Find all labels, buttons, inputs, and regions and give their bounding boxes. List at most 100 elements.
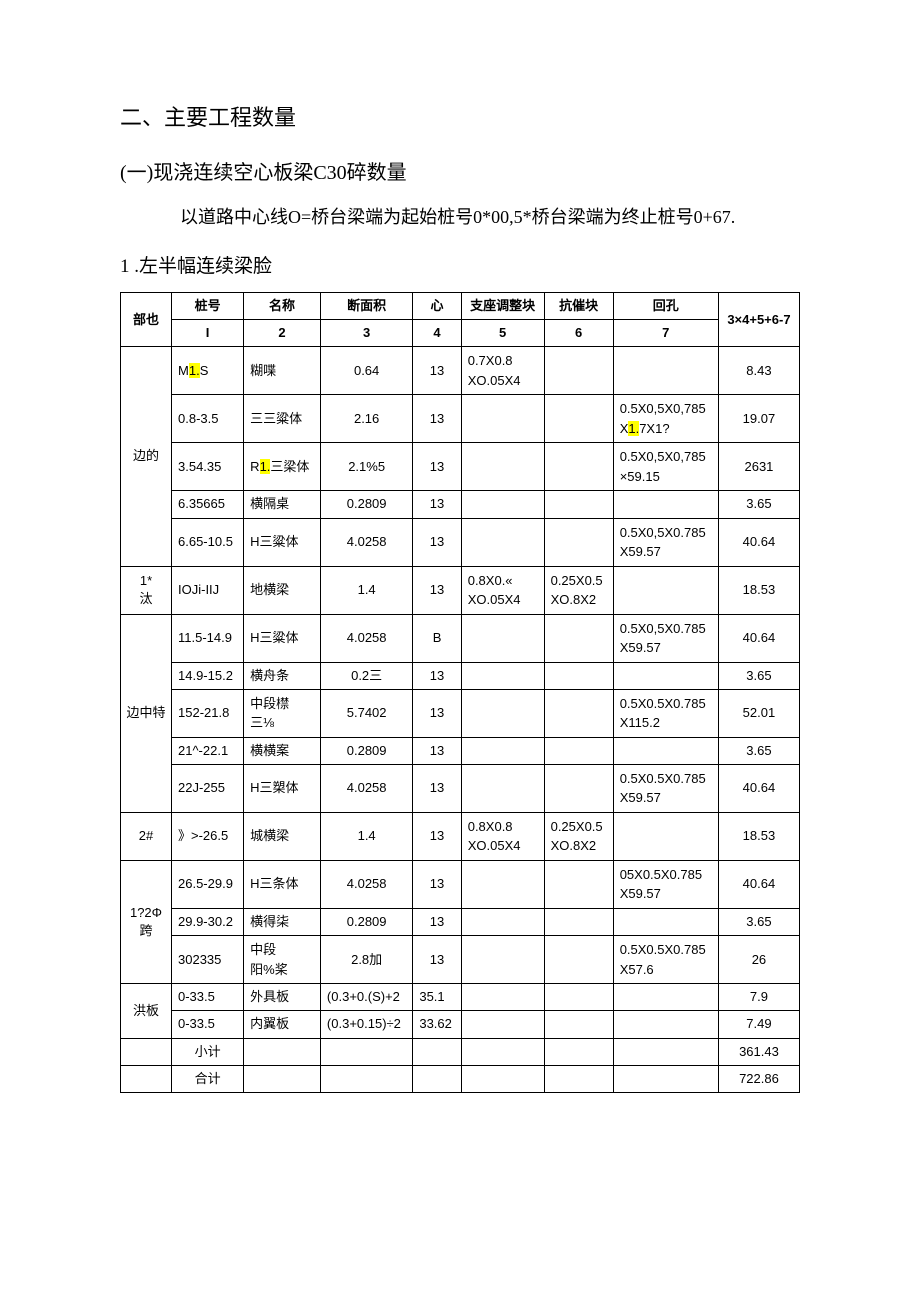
cell-stake: IOJi-IIJ xyxy=(172,566,244,614)
cell-stake: 6.65-10.5 xyxy=(172,518,244,566)
cell-xin: 35.1 xyxy=(413,984,461,1011)
cell-area: 1.4 xyxy=(320,566,412,614)
col-xin-num: 4 xyxy=(413,320,461,347)
cell-stake: 11.5-14.9 xyxy=(172,614,244,662)
table-row: 152-21.8中段㯲三⅛5.7402130.5X0.5X0.785X115.2… xyxy=(121,689,800,737)
cell-xin: 13 xyxy=(413,395,461,443)
cell-support: 0.8X0.«XO.05X4 xyxy=(461,566,544,614)
cell-hole xyxy=(613,566,718,614)
cell-name: 中段阳%桨 xyxy=(244,936,321,984)
cell-hole xyxy=(613,812,718,860)
cell-area: 2.1%5 xyxy=(320,443,412,491)
table-row: 边中特11.5-14.9H三粱体4.0258B0.5X0,5X0.785X59.… xyxy=(121,614,800,662)
cell-stake: 0-33.5 xyxy=(172,984,244,1011)
cell-xin: 33.62 xyxy=(413,1011,461,1038)
cell-hole: 0.5X0.5X0.785X59.57 xyxy=(613,764,718,812)
cell-anti xyxy=(544,764,613,812)
cell-anti xyxy=(544,614,613,662)
cell-area: (0.3+0.15)÷2 xyxy=(320,1011,412,1038)
cell-xin: 13 xyxy=(413,860,461,908)
cell-anti xyxy=(544,662,613,689)
cell-section: 1?2Φ跨 xyxy=(121,860,172,983)
cell-name: 地横梁 xyxy=(244,566,321,614)
cell-area: 4.0258 xyxy=(320,860,412,908)
cell-anti xyxy=(544,984,613,1011)
cell-name: 横舟条 xyxy=(244,662,321,689)
col-xin: 心 xyxy=(413,293,461,320)
cell-name: 糊喋 xyxy=(244,347,321,395)
cell-anti xyxy=(544,860,613,908)
cell-value: 18.53 xyxy=(718,566,799,614)
cell-support xyxy=(461,518,544,566)
cell-stake: 3.54.35 xyxy=(172,443,244,491)
table-row: 1?2Φ跨26.5-29.9H三条体4.02581305X0.5X0.785X5… xyxy=(121,860,800,908)
cell-area: 0.2809 xyxy=(320,737,412,764)
cell-value: 3.65 xyxy=(718,491,799,518)
cell-stake: 22J-255 xyxy=(172,764,244,812)
cell-hole: 0.5X0.5X0.785X57.6 xyxy=(613,936,718,984)
table-header-row-1: 部也 桩号 名称 断面积 心 支座调整块 抗催块 回孔 3×4+5+6-7 xyxy=(121,293,800,320)
cell-hole: 05X0.5X0.785X59.57 xyxy=(613,860,718,908)
cell-xin: 13 xyxy=(413,518,461,566)
cell-anti xyxy=(544,518,613,566)
cell-value: 8.43 xyxy=(718,347,799,395)
table-row: 21^-22.1横横案0.2809133.65 xyxy=(121,737,800,764)
col-name-num: 2 xyxy=(244,320,321,347)
table-row-total: 合计 722.86 xyxy=(121,1065,800,1092)
cell-name: 横隔桌 xyxy=(244,491,321,518)
table-row: 302335中段阳%桨2.8加130.5X0.5X0.785X57.626 xyxy=(121,936,800,984)
cell-value: 40.64 xyxy=(718,764,799,812)
cell-xin: 13 xyxy=(413,347,461,395)
cell-hole xyxy=(613,1011,718,1038)
cell-section: 1*汰 xyxy=(121,566,172,614)
table-row: 14.9-15.2横舟条0.2三133.65 xyxy=(121,662,800,689)
body-intro: 以道路中心线O=桥台梁端为起始桩号0*00,5*桥台梁端为终止桩号0+67. xyxy=(180,203,800,229)
cell-total-value: 722.86 xyxy=(718,1065,799,1092)
col-formula: 3×4+5+6-7 xyxy=(718,293,799,347)
cell-subtotal-value: 361.43 xyxy=(718,1038,799,1065)
cell-value: 19.07 xyxy=(718,395,799,443)
cell-hole xyxy=(613,737,718,764)
cell-section: 边的 xyxy=(121,347,172,566)
cell-support: 0.8X0.8XO.05X4 xyxy=(461,812,544,860)
cell-stake: 21^-22.1 xyxy=(172,737,244,764)
cell-value: 3.65 xyxy=(718,662,799,689)
table-row: 0.8-3.5三三粱体2.16130.5X0,5X0,785X1.7X1?19.… xyxy=(121,395,800,443)
cell-hole: 0.5X0,5X0.785X59.57 xyxy=(613,614,718,662)
cell-support xyxy=(461,908,544,935)
cell-area: 4.0258 xyxy=(320,518,412,566)
cell-value: 52.01 xyxy=(718,689,799,737)
cell-hole xyxy=(613,491,718,518)
col-anti-num: 6 xyxy=(544,320,613,347)
cell-total-label: 合计 xyxy=(172,1065,244,1092)
quantity-table: 部也 桩号 名称 断面积 心 支座调整块 抗催块 回孔 3×4+5+6-7 I … xyxy=(120,292,800,1093)
cell-hole: 0.5X0,5X0.785X59.57 xyxy=(613,518,718,566)
cell-support xyxy=(461,984,544,1011)
cell-area: 4.0258 xyxy=(320,764,412,812)
cell-value: 7.49 xyxy=(718,1011,799,1038)
col-area: 断面积 xyxy=(320,293,412,320)
cell-value: 40.64 xyxy=(718,614,799,662)
table-row: 3.54.35R1.三梁体2.1%5130.5X0,5X0,785×59.152… xyxy=(121,443,800,491)
cell-anti xyxy=(544,491,613,518)
cell-area: 2.8加 xyxy=(320,936,412,984)
cell-name: 中段㯲三⅛ xyxy=(244,689,321,737)
col-stake-num: I xyxy=(172,320,244,347)
cell-xin: 13 xyxy=(413,737,461,764)
cell-xin: B xyxy=(413,614,461,662)
cell-hole: 0.5X0.5X0.785X115.2 xyxy=(613,689,718,737)
cell-name: 三三粱体 xyxy=(244,395,321,443)
cell-anti: 0.25X0.5XO.8X2 xyxy=(544,812,613,860)
cell-support xyxy=(461,737,544,764)
cell-value: 7.9 xyxy=(718,984,799,1011)
cell-stake: 29.9-30.2 xyxy=(172,908,244,935)
table-row: 2#》>-26.5城横梁1.4130.8X0.8XO.05X40.25X0.5X… xyxy=(121,812,800,860)
cell-anti xyxy=(544,347,613,395)
cell-support xyxy=(461,1011,544,1038)
cell-section: 2# xyxy=(121,812,172,860)
col-section: 部也 xyxy=(121,293,172,347)
cell-value: 40.64 xyxy=(718,860,799,908)
col-support-num: 5 xyxy=(461,320,544,347)
cell-name: H三条体 xyxy=(244,860,321,908)
heading-item-1: 1 .左半幅连续梁脸 xyxy=(120,251,800,278)
